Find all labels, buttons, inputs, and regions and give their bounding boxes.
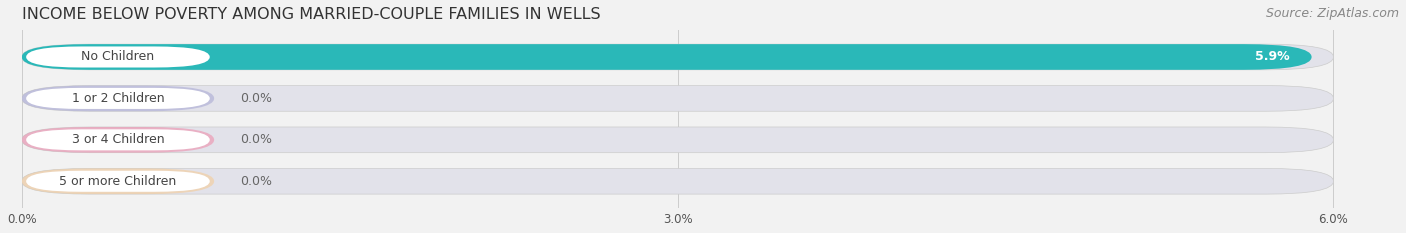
FancyBboxPatch shape — [21, 86, 1333, 111]
FancyBboxPatch shape — [21, 127, 214, 153]
FancyBboxPatch shape — [21, 168, 1333, 194]
FancyBboxPatch shape — [27, 46, 209, 68]
FancyBboxPatch shape — [27, 88, 209, 109]
FancyBboxPatch shape — [21, 44, 1333, 70]
FancyBboxPatch shape — [21, 44, 1312, 70]
Text: 5 or more Children: 5 or more Children — [59, 175, 177, 188]
Text: 0.0%: 0.0% — [240, 92, 273, 105]
Text: Source: ZipAtlas.com: Source: ZipAtlas.com — [1265, 7, 1399, 20]
Text: No Children: No Children — [82, 51, 155, 63]
Text: 1 or 2 Children: 1 or 2 Children — [72, 92, 165, 105]
Text: 0.0%: 0.0% — [240, 133, 273, 146]
Text: 5.9%: 5.9% — [1256, 51, 1289, 63]
FancyBboxPatch shape — [21, 86, 214, 111]
Text: 0.0%: 0.0% — [240, 175, 273, 188]
FancyBboxPatch shape — [21, 168, 214, 194]
FancyBboxPatch shape — [27, 129, 209, 150]
Text: INCOME BELOW POVERTY AMONG MARRIED-COUPLE FAMILIES IN WELLS: INCOME BELOW POVERTY AMONG MARRIED-COUPL… — [21, 7, 600, 22]
FancyBboxPatch shape — [27, 171, 209, 192]
Text: 3 or 4 Children: 3 or 4 Children — [72, 133, 165, 146]
FancyBboxPatch shape — [21, 127, 1333, 153]
